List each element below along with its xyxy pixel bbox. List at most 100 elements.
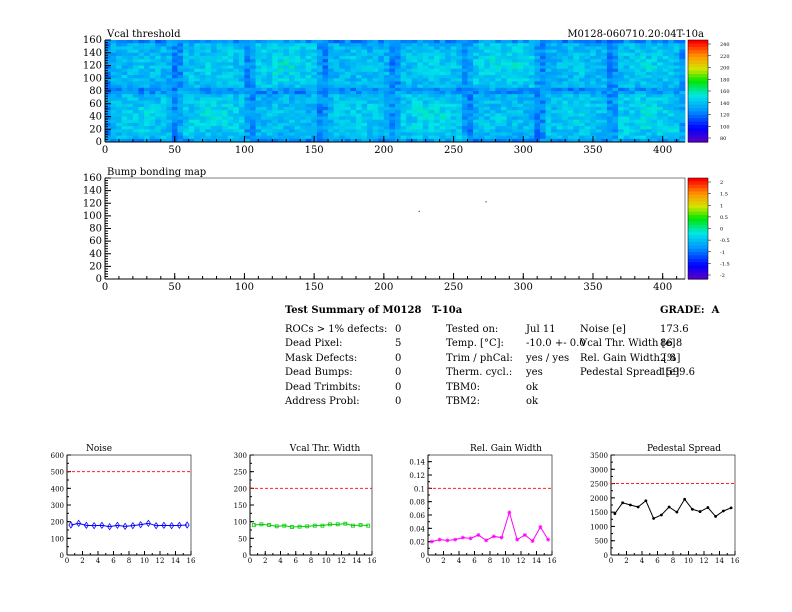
- heatmap-cell: [372, 81, 379, 86]
- heatmap-cell: [657, 55, 664, 60]
- heatmap-cell: [355, 119, 362, 124]
- data-point: [491, 534, 496, 539]
- heatmap-cell: [540, 106, 546, 111]
- heatmap-cell: [528, 65, 535, 70]
- heatmap-cell: [584, 94, 591, 98]
- heatmap-cell: [434, 46, 441, 50]
- heatmap-cell: [160, 68, 167, 73]
- heatmap-cell: [294, 119, 301, 124]
- heatmap-cell: [595, 40, 602, 44]
- heatmap-cell: [512, 59, 519, 63]
- heatmap-cell: [350, 103, 357, 108]
- heatmap-cell: [567, 138, 574, 143]
- heatmap-cell: [233, 81, 240, 86]
- heatmap-cell: [244, 55, 251, 60]
- heatmap-cell: [300, 62, 307, 66]
- heatmap-cell: [138, 65, 145, 70]
- heatmap-cell: [640, 40, 647, 44]
- heatmap-cell: [177, 91, 184, 95]
- heatmap-cell: [116, 84, 123, 89]
- heatmap-cell: [523, 135, 530, 140]
- heatmap-cell: [579, 132, 586, 137]
- heatmap-cell: [255, 81, 262, 86]
- heatmap-cell: [445, 62, 452, 66]
- heatmap-cell: [562, 65, 569, 70]
- heatmap-cell: [389, 97, 396, 101]
- palette-cell: [688, 118, 708, 123]
- heatmap-cell: [155, 119, 162, 124]
- heatmap-cell: [461, 119, 468, 124]
- results-values: 173.6 86.8 2.8 1599.6: [660, 323, 695, 381]
- heatmap-cell: [266, 138, 273, 143]
- heatmap-cell: [289, 135, 296, 140]
- heatmap-cell: [601, 119, 608, 124]
- heatmap-cell: [422, 97, 429, 101]
- heatmap-cell: [428, 87, 435, 92]
- heatmap-cell: [417, 68, 424, 73]
- palette-cell: [688, 125, 708, 129]
- heatmap-cell: [540, 46, 546, 50]
- y-tick-label: 400: [51, 485, 64, 493]
- heatmap-cell: [500, 46, 507, 50]
- heatmap-cell: [222, 52, 229, 57]
- heatmap-cell: [183, 46, 190, 50]
- heatmap-cell: [534, 129, 541, 133]
- heatmap-cell: [188, 71, 195, 76]
- heatmap-cell: [512, 138, 519, 143]
- condition-label: Tested on:: [446, 324, 499, 335]
- heatmap-cell: [467, 81, 474, 86]
- heatmap-cell: [116, 94, 123, 98]
- heatmap-cell: [194, 97, 201, 101]
- heatmap-cell: [590, 46, 597, 50]
- heatmap-cell: [517, 46, 524, 50]
- heatmap-cell: [450, 59, 457, 63]
- heatmap-cell: [367, 122, 374, 127]
- heatmap-cell: [261, 55, 268, 60]
- heatmap-cell: [595, 52, 602, 57]
- heatmap-cell: [210, 106, 217, 111]
- heatmap-cell: [445, 110, 452, 114]
- heatmap-cell: [367, 119, 374, 124]
- heatmap-cell: [199, 135, 206, 140]
- heatmap-cell: [651, 103, 658, 108]
- y-tick-label: 60: [89, 99, 102, 110]
- heatmap-cell: [272, 55, 279, 60]
- heatmap-cell: [551, 81, 558, 86]
- palette-cell: [688, 231, 708, 236]
- heatmap-cell: [411, 110, 418, 114]
- heatmap-cell: [350, 87, 357, 92]
- heatmap-cell: [651, 122, 658, 127]
- y-tick-label: 3000: [590, 466, 608, 474]
- heatmap-cell: [450, 91, 457, 95]
- heatmap-cell: [188, 84, 195, 89]
- heatmap-cell: [662, 135, 669, 140]
- heatmap-cell: [461, 78, 468, 82]
- heatmap-cell: [294, 40, 301, 44]
- heatmap-cell: [679, 94, 686, 98]
- heatmap-cell: [355, 116, 362, 121]
- heatmap-cell: [372, 91, 379, 95]
- heatmap-cell: [590, 81, 597, 86]
- result-value: 173.6: [660, 324, 689, 335]
- heatmap-cell: [657, 84, 664, 89]
- heatmap-cell: [422, 43, 429, 47]
- heatmap-cell: [618, 113, 625, 117]
- heatmap-cell: [171, 43, 178, 47]
- heatmap-cell: [634, 81, 641, 86]
- heatmap-cell: [668, 55, 675, 60]
- y-tick-label: 100: [234, 519, 247, 527]
- heatmap-cell: [177, 106, 184, 111]
- heatmap-cell: [478, 46, 485, 50]
- heatmap-cell: [523, 65, 530, 70]
- heatmap-cell: [160, 126, 167, 130]
- heatmap-cell: [227, 81, 234, 86]
- heatmap-cell: [629, 116, 636, 121]
- heatmap-cell: [171, 40, 178, 44]
- heatmap-cell: [434, 110, 441, 114]
- heatmap-cell: [222, 122, 229, 127]
- heatmap-cell: [428, 119, 435, 124]
- heatmap-cell: [434, 84, 441, 89]
- heatmap-cell: [210, 71, 217, 76]
- heatmap-cell: [155, 100, 162, 105]
- heatmap-cell: [606, 62, 613, 66]
